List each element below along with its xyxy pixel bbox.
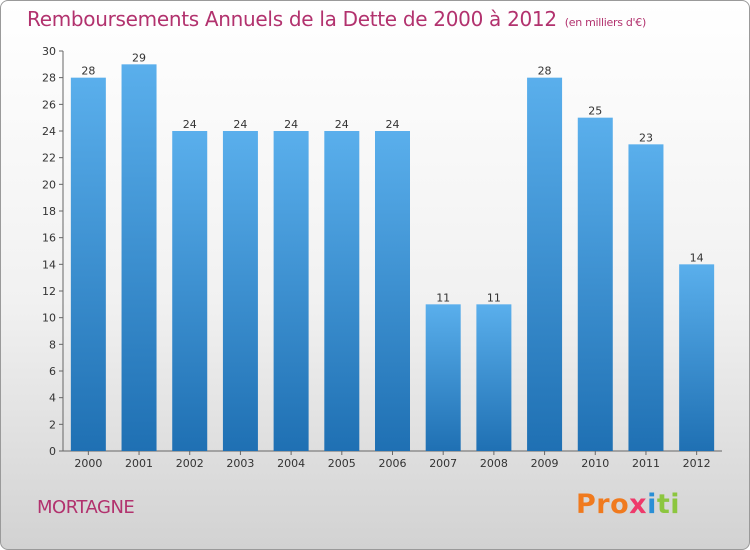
bar	[476, 304, 512, 451]
bar	[628, 144, 664, 452]
y-tick-label: 24	[42, 125, 56, 138]
y-tick-label: 6	[49, 365, 56, 378]
bars: 28 29 24 24 24 24 24 11 11 28 25 23 14	[70, 51, 715, 452]
bar	[527, 77, 563, 452]
bar	[121, 64, 157, 452]
x-tick-label: 2011	[632, 457, 660, 470]
y-tick-label: 16	[42, 232, 56, 245]
y-tick-label: 18	[42, 205, 56, 218]
bar-value-label: 24	[233, 118, 247, 131]
x-tick-label: 2001	[125, 457, 153, 470]
bar-value-label: 28	[81, 65, 95, 78]
x-tick-label: 2002	[176, 457, 204, 470]
bar-value-label: 24	[386, 118, 400, 131]
y-tick-label: 30	[42, 45, 56, 58]
x-tick-label: 2003	[226, 457, 254, 470]
bar-value-label: 11	[436, 291, 450, 304]
x-tick-label: 2008	[480, 457, 508, 470]
y-tick-label: 26	[42, 98, 56, 111]
bar	[375, 131, 410, 451]
y-tick-label: 8	[49, 338, 56, 351]
chart-subtitle: (en milliers d'€)	[564, 16, 646, 29]
bar-value-label: 24	[284, 118, 298, 131]
proxiti-logo: Proxiti	[576, 489, 680, 520]
bar	[425, 304, 461, 451]
bar	[273, 131, 309, 451]
y-tick-label: 0	[49, 445, 56, 458]
y-tick-label: 2	[49, 418, 56, 431]
y-tick-label: 20	[42, 178, 56, 191]
logo-part-1: Pro	[576, 489, 630, 520]
x-tick-label: 2012	[683, 457, 711, 470]
bar-value-label: 24	[335, 118, 349, 131]
x-tick-label: 2005	[328, 457, 356, 470]
bar-value-label: 14	[690, 251, 704, 264]
x-tick-label: 2004	[277, 457, 305, 470]
chart-title: Remboursements Annuels de la Dette de 20…	[27, 7, 646, 31]
bar	[172, 131, 208, 451]
bar	[70, 77, 106, 452]
bar	[679, 264, 715, 451]
bar	[577, 117, 613, 452]
x-tick-label: 2000	[74, 457, 102, 470]
y-tick-label: 12	[42, 285, 56, 298]
logo-part-4: ti	[656, 489, 681, 520]
x-tick-label: 2006	[379, 457, 407, 470]
x-tick-label: 2009	[531, 457, 559, 470]
bar	[324, 131, 360, 451]
bar-value-label: 29	[132, 51, 146, 64]
bar-value-label: 11	[487, 291, 501, 304]
bar-value-label: 24	[183, 118, 197, 131]
logo-part-3: i	[647, 489, 657, 520]
bar-value-label: 25	[588, 105, 602, 118]
y-tick-label: 4	[49, 392, 56, 405]
y-tick-label: 28	[42, 72, 56, 85]
x-tick-label: 2010	[581, 457, 609, 470]
y-tick-label: 22	[42, 152, 56, 165]
x-tick-label: 2007	[429, 457, 457, 470]
y-tick-label: 14	[42, 258, 56, 271]
place-name: MORTAGNE	[37, 497, 135, 518]
bar-value-label: 23	[639, 131, 653, 144]
logo-part-2: x	[629, 489, 648, 520]
bar	[222, 131, 258, 451]
y-tick-label: 10	[42, 312, 56, 325]
bar-value-label: 28	[538, 65, 552, 78]
chart-title-text: Remboursements Annuels de la Dette de 20…	[27, 7, 557, 31]
